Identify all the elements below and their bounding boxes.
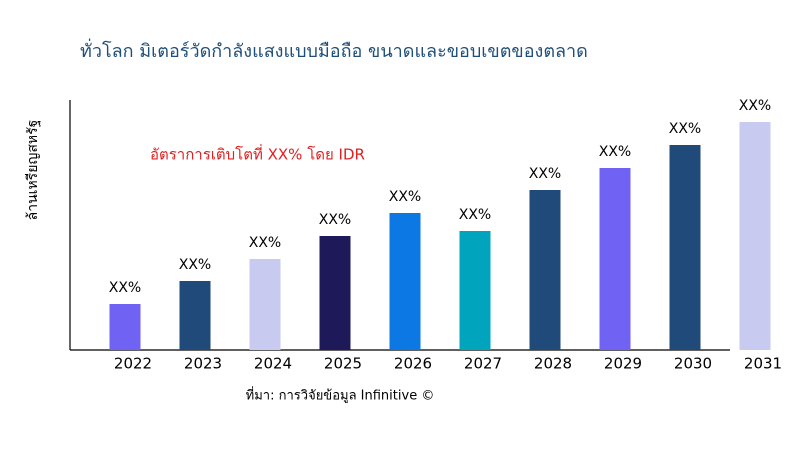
bar [389, 213, 421, 350]
data-label: XX% [739, 98, 771, 114]
annotation: อัตราการเติบโตที่ XX% โดย IDR [150, 144, 365, 164]
data-label: XX% [109, 280, 141, 296]
chart-title: ทั่วโลก มิเตอร์วัดกำลังแสงแบบมือถือ ขนาด… [80, 38, 588, 62]
x-tick-label: 2027 [464, 355, 502, 373]
data-label: XX% [179, 257, 211, 273]
data-label: XX% [529, 166, 561, 182]
data-label: XX% [249, 235, 281, 251]
data-label: XX% [669, 121, 701, 137]
bar [459, 231, 491, 350]
bar [599, 168, 631, 350]
bar [669, 145, 701, 350]
bar [529, 190, 561, 350]
data-label: XX% [459, 207, 491, 223]
x-tick-label: 2031 [744, 355, 782, 373]
data-label: XX% [599, 144, 631, 160]
x-tick-label: 2024 [254, 355, 292, 373]
bar [319, 236, 351, 350]
x-tick-label: 2030 [674, 355, 712, 373]
x-tick-label: 2028 [534, 355, 572, 373]
x-tick-label: 2023 [184, 355, 222, 373]
bar [109, 304, 141, 350]
x-tick-label: 2029 [604, 355, 642, 373]
x-tick-label: 2026 [394, 355, 432, 373]
x-tick-label: 2025 [324, 355, 362, 373]
data-label: XX% [389, 189, 421, 205]
bar [179, 281, 211, 350]
y-axis-label: ล้านเหรียญสหรัฐ [25, 120, 41, 221]
bar [249, 259, 281, 350]
x-tick-label: 2022 [114, 355, 152, 373]
bar [739, 122, 771, 350]
source: ที่มา: การวิจัยข้อมูล Infinitive © [246, 387, 435, 404]
data-label: XX% [319, 212, 351, 228]
